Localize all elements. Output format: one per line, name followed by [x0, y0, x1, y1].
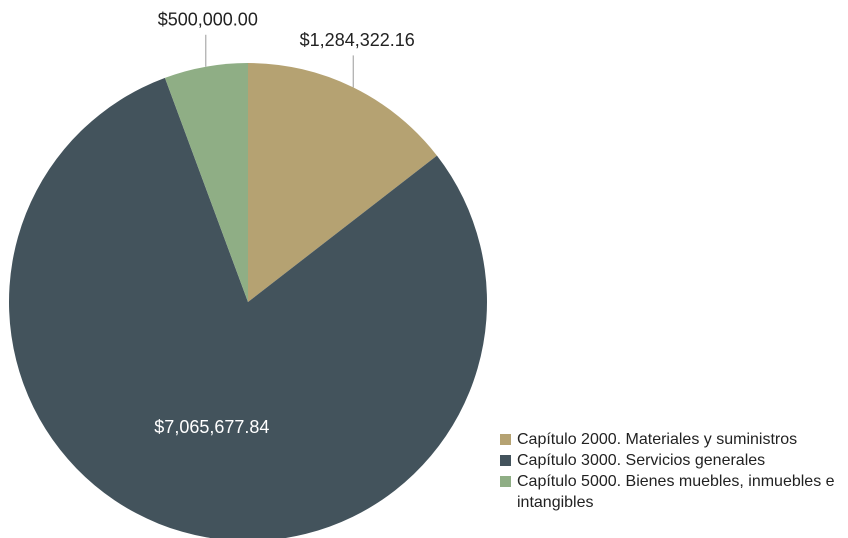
legend: Capítulo 2000. Materiales y suministros C… [500, 429, 840, 513]
data-label: $7,065,677.84 [154, 417, 269, 437]
legend-swatch [500, 455, 511, 466]
legend-label: Capítulo 5000. Bienes muebles, inmuebles… [517, 473, 835, 511]
pie-slice [248, 63, 437, 302]
legend-item: Capítulo 5000. Bienes muebles, inmuebles… [500, 471, 840, 513]
data-label: $500,000.00 [158, 10, 258, 30]
legend-swatch [500, 434, 511, 445]
legend-label: Capítulo 3000. Servicios generales [517, 452, 766, 469]
legend-item: Capítulo 2000. Materiales y suministros [500, 429, 840, 450]
legend-item: Capítulo 3000. Servicios generales [500, 450, 840, 471]
pie-slice [164, 63, 248, 302]
pie-slice [9, 77, 487, 538]
legend-swatch [500, 476, 511, 487]
data-label: $1,284,322.16 [300, 30, 415, 50]
legend-label: Capítulo 2000. Materiales y suministros [517, 431, 798, 448]
